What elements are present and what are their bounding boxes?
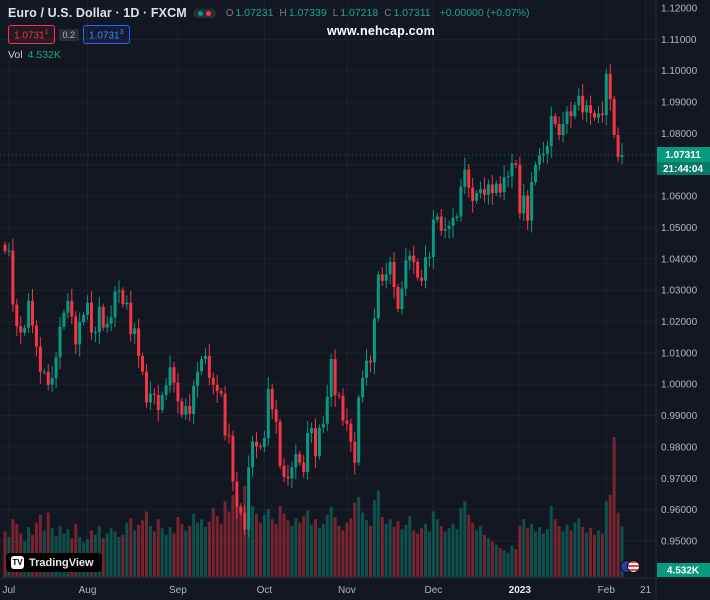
svg-text:Nov: Nov — [338, 585, 356, 596]
svg-text:1.12000: 1.12000 — [661, 4, 698, 15]
series-visibility-toggle[interactable] — [192, 8, 216, 18]
svg-text:1.08000: 1.08000 — [661, 129, 698, 140]
svg-text:Feb: Feb — [598, 585, 616, 596]
high-value: 1.07339 — [288, 7, 327, 19]
svg-text:1.02000: 1.02000 — [661, 317, 698, 328]
svg-text:0.97000: 0.97000 — [661, 474, 698, 485]
svg-text:0.95000: 0.95000 — [661, 537, 698, 548]
volume-value: 4.532K — [27, 49, 61, 61]
high-label: H — [279, 7, 287, 19]
legend-main-row: Euro / U.S. Dollar · 1D · FXCM O 1.07231 … — [8, 5, 530, 21]
ohlc-values: O 1.07231 H 1.07339 L 1.07218 C 1.07311 — [222, 7, 431, 19]
svg-text:1.03000: 1.03000 — [661, 286, 698, 297]
svg-text:21: 21 — [640, 585, 652, 596]
svg-text:1.07311: 1.07311 — [665, 150, 701, 161]
time-axis[interactable] — [0, 578, 710, 600]
open-value: 1.07231 — [235, 7, 274, 19]
svg-text:1.04000: 1.04000 — [661, 254, 698, 265]
low-value: 1.07218 — [340, 7, 379, 19]
svg-text:Jul: Jul — [3, 585, 16, 596]
symbol-title[interactable]: Euro / U.S. Dollar · 1D · FXCM — [8, 6, 187, 20]
svg-text:1.05000: 1.05000 — [661, 223, 698, 234]
svg-text:1.01000: 1.01000 — [661, 348, 698, 359]
svg-text:Aug: Aug — [79, 585, 97, 596]
svg-text:Oct: Oct — [257, 585, 273, 596]
svg-text:Dec: Dec — [425, 585, 443, 596]
buy-button[interactable]: 1.07313 — [83, 24, 130, 45]
sell-price-sup: 1 — [44, 28, 49, 36]
volume-axis-label: 4.532K — [657, 563, 710, 577]
down-color-dot-icon — [205, 10, 211, 16]
low-label: L — [332, 7, 339, 19]
price-axis[interactable] — [656, 0, 710, 578]
last-price-label: 1.07311 21:44:04 — [657, 147, 710, 175]
countdown-timer: 21:44:04 — [663, 164, 703, 175]
grid-lines — [0, 0, 656, 578]
watermark: www.nehcap.com — [327, 24, 435, 38]
buy-price-sup: 3 — [119, 28, 124, 36]
price-change: +0.00000 (+0.07%) — [439, 7, 530, 19]
sell-price: 1.0731 — [14, 30, 45, 42]
svg-text:2023: 2023 — [509, 585, 532, 596]
tradingview-logo[interactable]: TV TradingView — [6, 553, 102, 572]
candles — [3, 64, 624, 538]
svg-text:1.00000: 1.00000 — [661, 380, 698, 391]
volume-legend: Vol 4.532K — [8, 49, 530, 61]
svg-text:4.532K: 4.532K — [667, 566, 700, 577]
trade-buttons-row: 1.07311 0.2 1.07313 — [8, 24, 530, 45]
up-color-dot-icon — [197, 10, 203, 16]
close-value: 1.07311 — [393, 7, 431, 19]
svg-text:Sep: Sep — [169, 585, 187, 596]
tradingview-logo-text: TradingView — [29, 556, 94, 569]
volume-label: Vol — [8, 49, 23, 61]
eurusd-flag-icon — [620, 559, 642, 574]
svg-text:1.10000: 1.10000 — [661, 66, 698, 77]
svg-text:0.99000: 0.99000 — [661, 411, 698, 422]
legend: Euro / U.S. Dollar · 1D · FXCM O 1.07231 … — [8, 5, 530, 61]
svg-text:0.98000: 0.98000 — [661, 442, 698, 453]
svg-text:1.11000: 1.11000 — [661, 35, 697, 46]
close-label: C — [384, 7, 392, 19]
buy-price: 1.0731 — [89, 30, 120, 42]
svg-text:0.96000: 0.96000 — [661, 505, 698, 516]
us-flag-icon — [627, 560, 640, 573]
spread-value: 0.2 — [58, 28, 80, 41]
tradingview-logo-icon: TV — [11, 556, 24, 569]
svg-text:1.09000: 1.09000 — [661, 98, 698, 109]
svg-text:1.06000: 1.06000 — [661, 192, 698, 203]
time-axis-labels: Jul Aug Sep Oct Nov Dec 2023 Feb 21 — [3, 585, 652, 596]
sell-button[interactable]: 1.07311 — [8, 24, 55, 45]
open-label: O — [225, 7, 234, 19]
